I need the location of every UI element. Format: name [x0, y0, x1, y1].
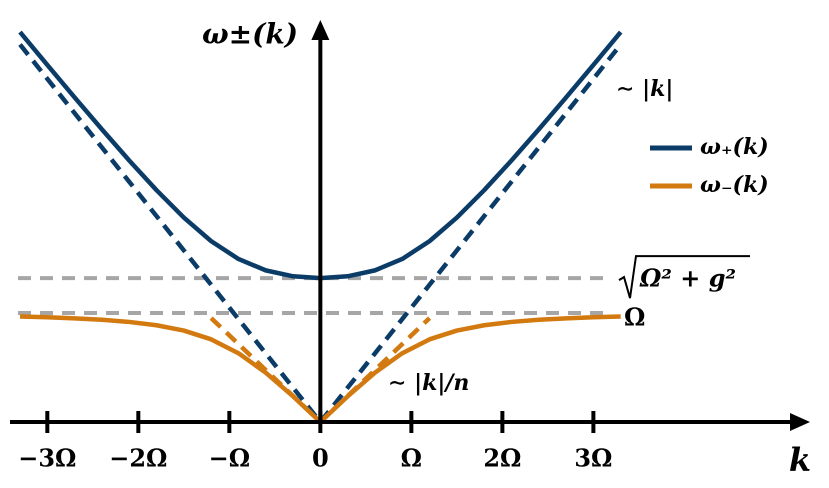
annotation: ∼ |k| [616, 76, 673, 102]
legend-label: ω₊(k) [700, 134, 769, 160]
asymptote-line [18, 43, 623, 425]
x-tick-label: −Ω [209, 444, 250, 473]
x-axis-label: k [789, 441, 811, 479]
x-tick-label: 3Ω [574, 444, 612, 473]
y-axis-label: ω±(k) [202, 18, 298, 51]
x-tick-label: Ω [401, 444, 422, 473]
radical-sign [618, 255, 750, 299]
x-tick-label: 0 [312, 444, 329, 473]
x-tick-label: 2Ω [483, 444, 521, 473]
x-tick-label: −3Ω [18, 444, 76, 473]
x-axis-arrow [790, 413, 810, 431]
reference-label: Ω [624, 303, 645, 332]
x-tick-label: −2Ω [109, 444, 167, 473]
legend-label: ω₋(k) [700, 172, 769, 198]
annotation: ∼ |k|/n [388, 370, 469, 396]
reference-label: Ω² + g² [639, 264, 736, 293]
y-axis-arrow [311, 20, 330, 40]
